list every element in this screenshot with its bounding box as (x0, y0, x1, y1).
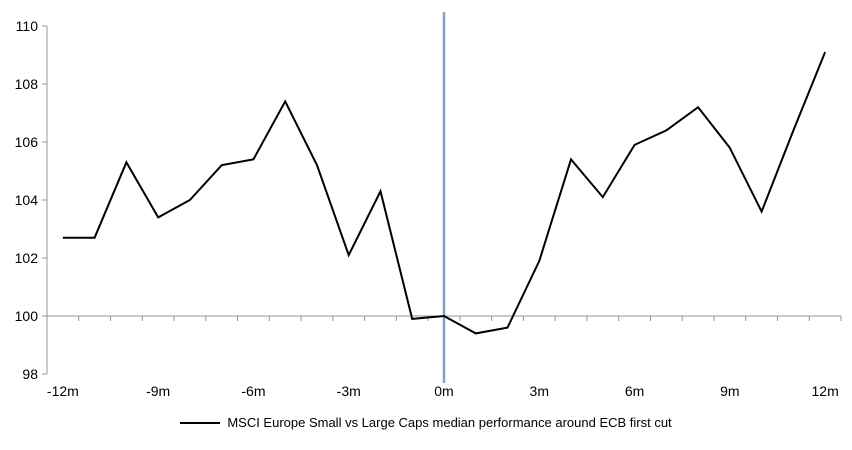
y-axis-tick-label: 98 (22, 366, 38, 382)
y-axis-tick-label: 108 (15, 76, 39, 92)
legend-line-sample (180, 421, 221, 424)
x-axis-tick-label: -3m (337, 383, 361, 399)
data-series-line (62, 51, 827, 335)
legend: MSCI Europe Small vs Large Caps median p… (0, 415, 852, 430)
y-axis-tick-label: 110 (16, 18, 39, 34)
y-axis-tick-label: 106 (15, 134, 39, 150)
x-axis-tick-label: 0m (434, 383, 453, 399)
y-axis-tick-label: 102 (15, 250, 39, 266)
x-axis-tick-label: 6m (625, 383, 644, 399)
y-axis-tick-label: 100 (15, 308, 39, 324)
x-axis-tick-label: 12m (812, 383, 839, 399)
legend-label: MSCI Europe Small vs Large Caps median p… (227, 415, 672, 430)
y-axis-tick-label: 104 (15, 192, 39, 208)
x-axis-tick-label: -12m (47, 383, 79, 399)
x-axis-tick-label: 3m (530, 383, 549, 399)
x-axis-tick-label: -6m (241, 383, 265, 399)
x-axis-tick-label: 9m (720, 383, 739, 399)
x-axis-tick-label: -9m (146, 383, 170, 399)
